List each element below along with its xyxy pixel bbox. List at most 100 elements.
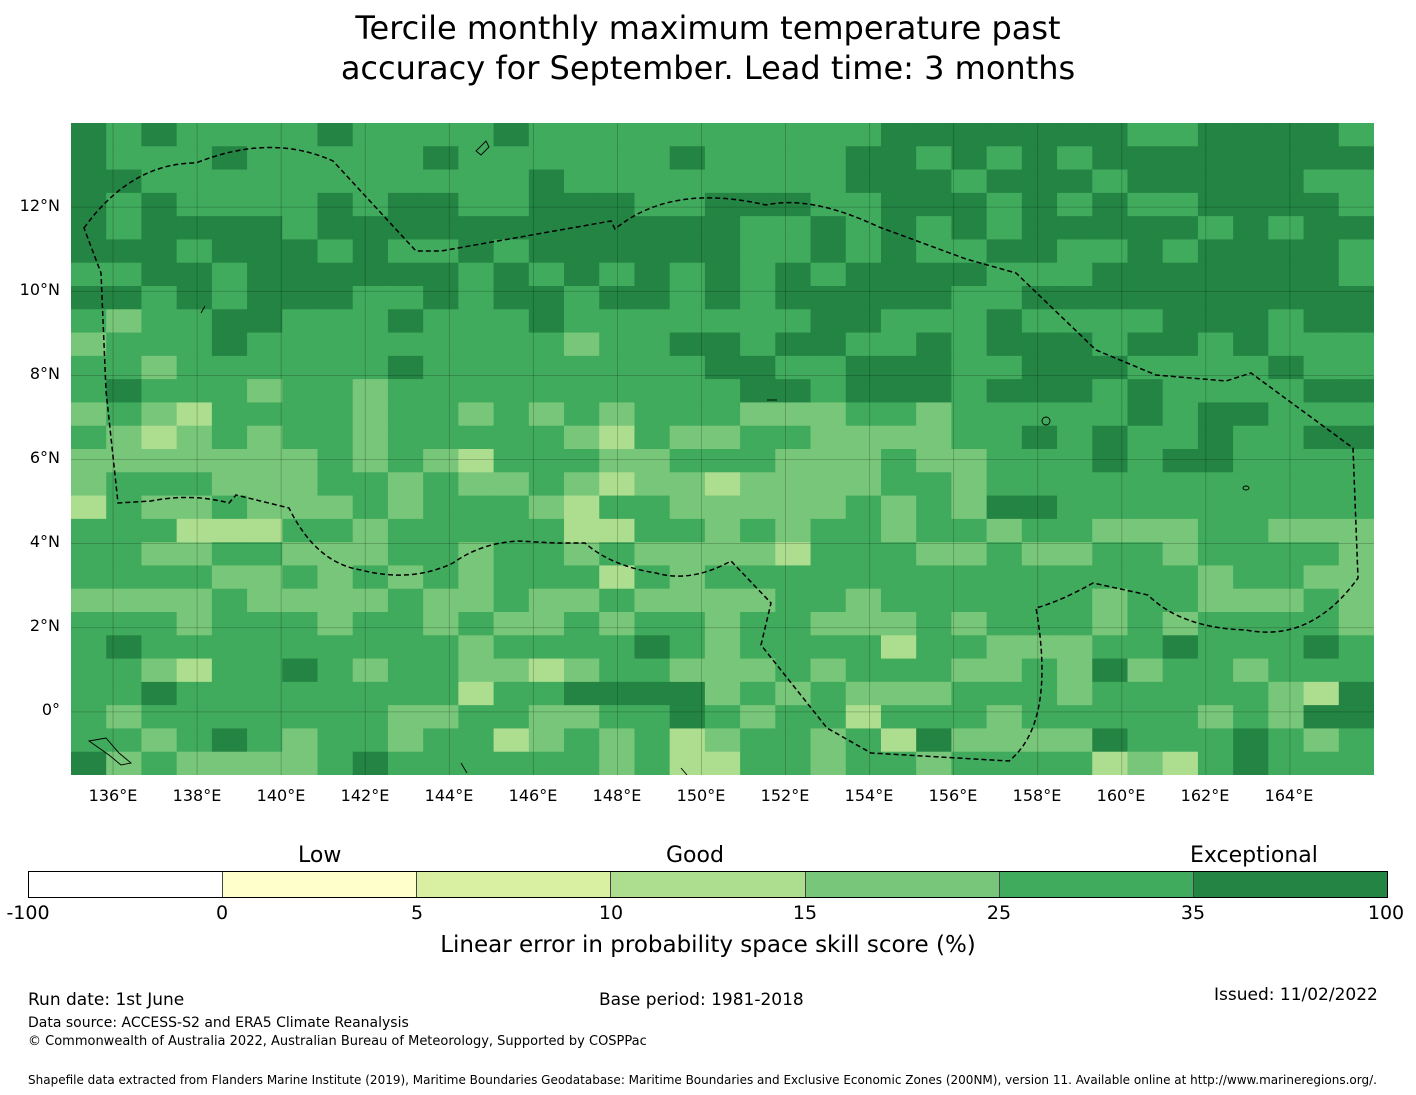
skill-cell [176, 635, 213, 660]
skill-cell [247, 216, 283, 240]
skill-cell [1303, 425, 1340, 450]
map-panel [71, 123, 1374, 775]
skill-cell [1092, 239, 1128, 264]
title-line-1: Tercile monthly maximum temperature past [355, 9, 1061, 47]
skill-cell [352, 146, 389, 171]
skill-cell [423, 425, 459, 450]
skill-cell [916, 146, 952, 171]
skill-cell [1127, 542, 1164, 566]
skill-cell [71, 472, 107, 497]
skill-cell [564, 542, 600, 566]
skill-cell [247, 123, 283, 147]
skill-cell [141, 169, 178, 194]
legend-category-good: Good [666, 843, 724, 868]
skill-cell [1268, 123, 1305, 147]
skill-cell [176, 425, 213, 450]
skill-cell [564, 146, 600, 171]
skill-cell [1338, 751, 1374, 775]
skill-cell [669, 518, 706, 543]
skill-cell [845, 216, 882, 240]
skill-cell [775, 705, 812, 729]
skill-cell [599, 472, 635, 497]
skill-cell [740, 681, 776, 706]
skill-cell [1268, 518, 1305, 543]
skill-cell [951, 146, 988, 171]
skill-cell [1303, 123, 1340, 147]
skill-cell [669, 286, 706, 310]
skill-cell [247, 612, 283, 636]
skill-cell [493, 192, 530, 217]
skill-cell [71, 612, 107, 636]
skill-cell [352, 495, 389, 520]
skill-cell [282, 262, 319, 287]
skill-cell [1162, 658, 1199, 683]
skill-cell [669, 728, 706, 753]
skill-cell [1127, 588, 1164, 613]
skill-cell [423, 705, 459, 729]
skill-cell [1303, 262, 1340, 287]
skill-cell [1303, 728, 1340, 753]
skill-cell [951, 262, 988, 287]
skill-cell [951, 588, 988, 613]
lon-label: 140°E [256, 786, 306, 805]
colorbar-tick-label: 25 [986, 902, 1012, 924]
skill-cell [211, 472, 248, 497]
skill-cell [599, 355, 635, 380]
skill-cell [599, 239, 635, 264]
skill-cell [1092, 379, 1128, 403]
skill-cell [1268, 612, 1305, 636]
skill-cell [1233, 169, 1269, 194]
skill-cell [211, 751, 248, 775]
skill-cell [704, 355, 741, 380]
skill-cell [704, 542, 741, 566]
skill-cell [1338, 192, 1374, 217]
skill-cell [1162, 402, 1199, 427]
skill-cell [1127, 425, 1164, 450]
skill-cell [669, 612, 706, 636]
skill-cell [986, 658, 1023, 683]
skill-cell [71, 542, 107, 566]
skill-cell [1057, 518, 1093, 543]
skill-cell [704, 705, 741, 729]
colorbar-segment [1193, 872, 1387, 897]
skill-cell [106, 192, 142, 217]
skill-cell [634, 542, 671, 566]
skill-cell [1021, 612, 1058, 636]
skill-cell [141, 379, 178, 403]
skill-cell [1233, 751, 1269, 775]
island-outlines [87, 140, 1250, 775]
skill-cell [528, 751, 565, 775]
skill-cell [986, 565, 1023, 590]
skill-cell [387, 216, 424, 240]
skill-cell [1057, 449, 1093, 473]
skill-cell [1268, 472, 1305, 497]
skill-cell [528, 216, 565, 240]
lon-label: 156°E [928, 786, 978, 805]
skill-cell [423, 216, 459, 240]
skill-cell [141, 262, 178, 287]
skill-cell [458, 635, 495, 660]
skill-cell [1338, 286, 1374, 310]
skill-cell [1057, 472, 1093, 497]
skill-cell [247, 751, 283, 775]
skill-cell [1092, 681, 1128, 706]
skill-cell [740, 169, 776, 194]
skill-cell [528, 239, 565, 264]
skill-cell [564, 728, 600, 753]
skill-cell [810, 658, 847, 683]
skill-cell [775, 425, 812, 450]
skill-cell [880, 355, 917, 380]
skill-cell [1303, 472, 1340, 497]
data-source: Data source: ACCESS-S2 and ERA5 Climate … [28, 1015, 409, 1031]
skill-cell [1021, 588, 1058, 613]
skill-cell [106, 728, 142, 753]
skill-cell [1162, 123, 1199, 147]
skill-cell [810, 751, 847, 775]
skill-cell [564, 192, 600, 217]
skill-cell [352, 262, 389, 287]
skill-cell [211, 635, 248, 660]
skill-cell [1162, 472, 1199, 497]
skill-cell [211, 705, 248, 729]
skill-cell [423, 402, 459, 427]
skill-cell [176, 728, 213, 753]
